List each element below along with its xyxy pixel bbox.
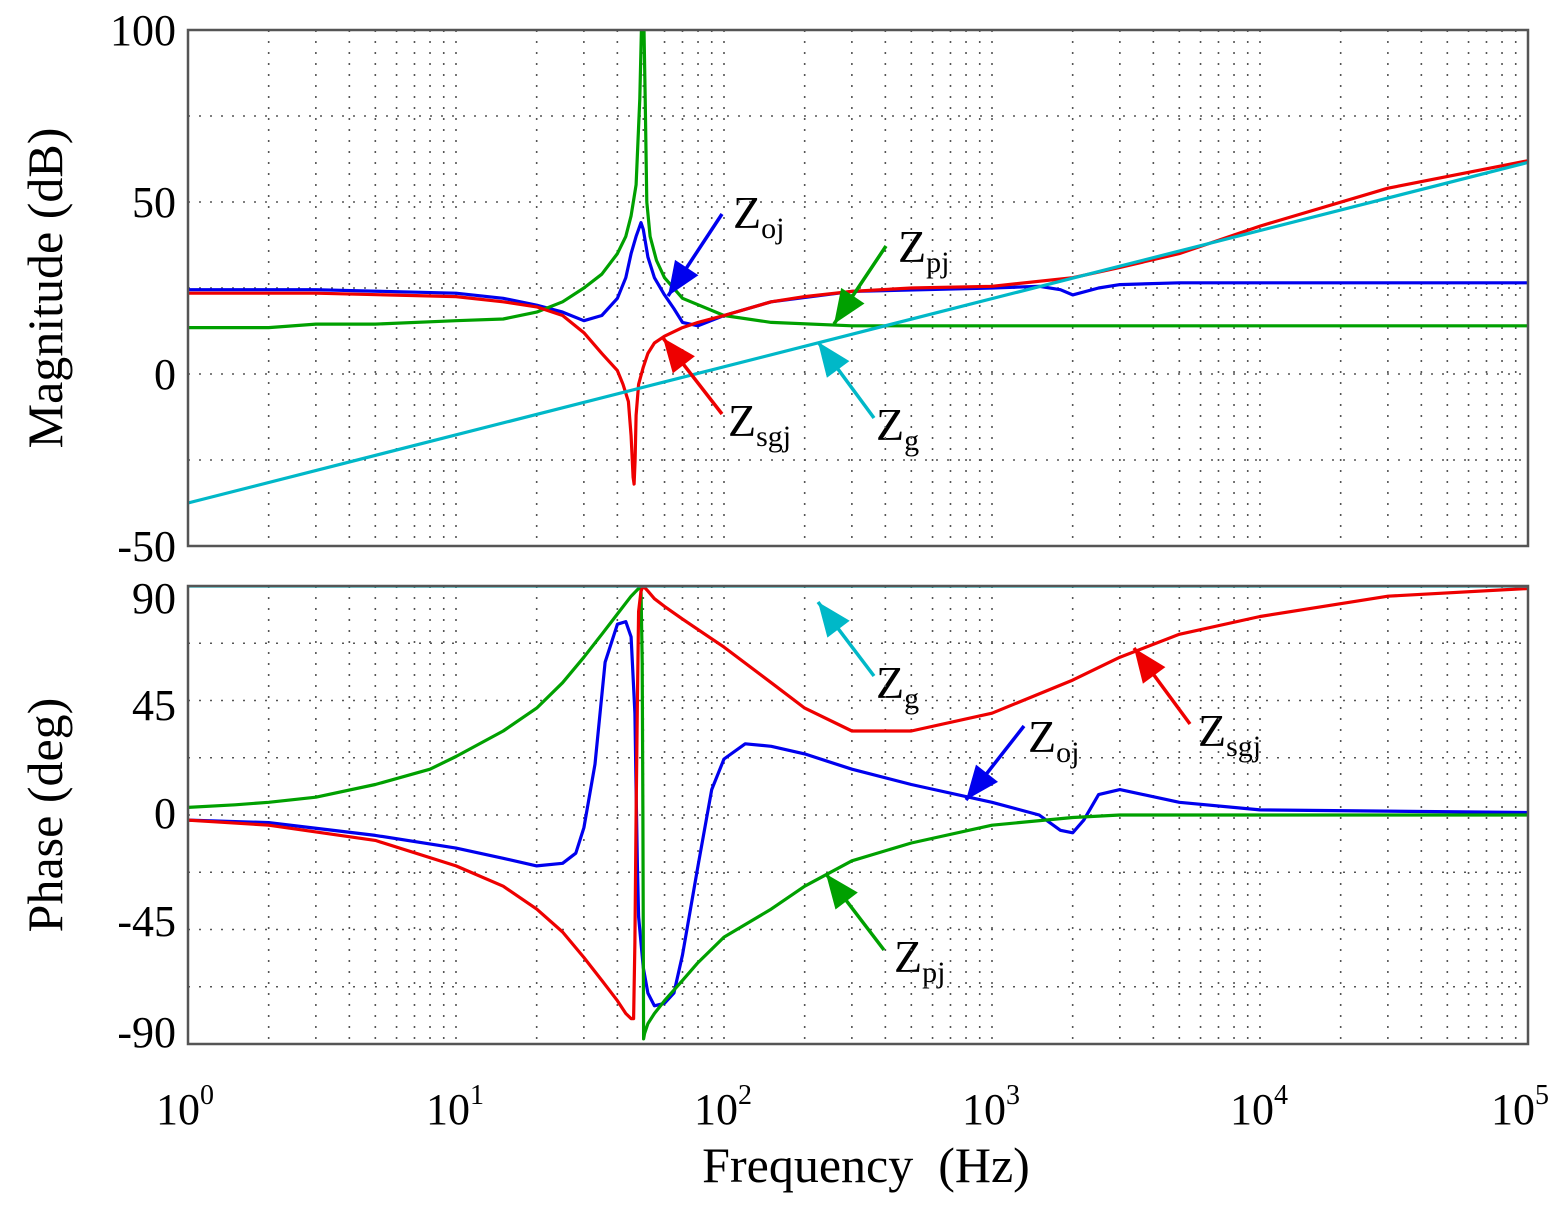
mag-tick-label: -50 <box>117 522 176 571</box>
mag-tick-label: 50 <box>132 178 176 227</box>
annotation-arrow-head <box>818 602 850 638</box>
phase-axis-title: Phase (deg) <box>17 698 73 933</box>
phase-tick-label: 0 <box>154 789 176 838</box>
series-line-zpj <box>188 586 1528 1041</box>
axes-box <box>186 28 1530 548</box>
mag-annotation-zpj: Zpj <box>898 221 949 279</box>
phase-annotation-zg: Zg <box>876 657 919 715</box>
x-tick-label: 100 <box>156 1080 214 1134</box>
annotation-arrow-head <box>668 259 699 296</box>
magnitude-axis-title: Magnitude (dB) <box>17 128 73 449</box>
frequency-axis-title: Frequency (Hz) <box>702 1137 1030 1193</box>
phase-annotation-zsgj: Zsgj <box>1198 705 1261 763</box>
series-line-zsgj <box>188 586 1528 1021</box>
mag-tick-label: 0 <box>154 350 176 399</box>
series-line-zsgj <box>188 159 1528 486</box>
annotation-arrow-head <box>966 764 998 800</box>
phase-series <box>188 586 1528 1041</box>
x-tick-label: 103 <box>962 1080 1020 1134</box>
axes-frame <box>186 28 1530 1046</box>
phase-annotation-zoj: Zoj <box>1028 711 1079 769</box>
x-tick-label: 104 <box>1230 1080 1288 1134</box>
mag-annotation-zoj: Zoj <box>733 187 784 245</box>
x-tick-label: 101 <box>426 1080 484 1134</box>
series-line-zg <box>188 160 1528 505</box>
phase-annotation-zpj: Zpj <box>894 931 945 989</box>
annotation-arrow-head <box>663 338 695 374</box>
x-tick-label: 102 <box>694 1080 752 1134</box>
mag-tick-label: 100 <box>110 6 176 55</box>
phase-tick-label: 90 <box>132 574 176 623</box>
axes-box <box>186 584 1530 1046</box>
grid-layer <box>188 30 1528 1044</box>
mag-annotation-zsgj: Zsgj <box>728 395 791 453</box>
mag-annotation-zg: Zg <box>876 399 919 457</box>
annotation-arrow-head <box>834 287 865 324</box>
series-line-zoj <box>188 221 1528 328</box>
magnitude-series <box>188 30 1528 505</box>
annotation-arrow-head <box>826 874 858 910</box>
x-tick-label: 105 <box>1491 1080 1549 1134</box>
phase-tick-label: -90 <box>117 1008 176 1057</box>
annotation-arrow-head <box>1134 648 1166 684</box>
annotation-arrows <box>661 213 1192 952</box>
annotation-arrow-head <box>818 342 850 378</box>
phase-tick-label: -45 <box>117 897 176 946</box>
phase-tick-label: 45 <box>132 681 176 730</box>
